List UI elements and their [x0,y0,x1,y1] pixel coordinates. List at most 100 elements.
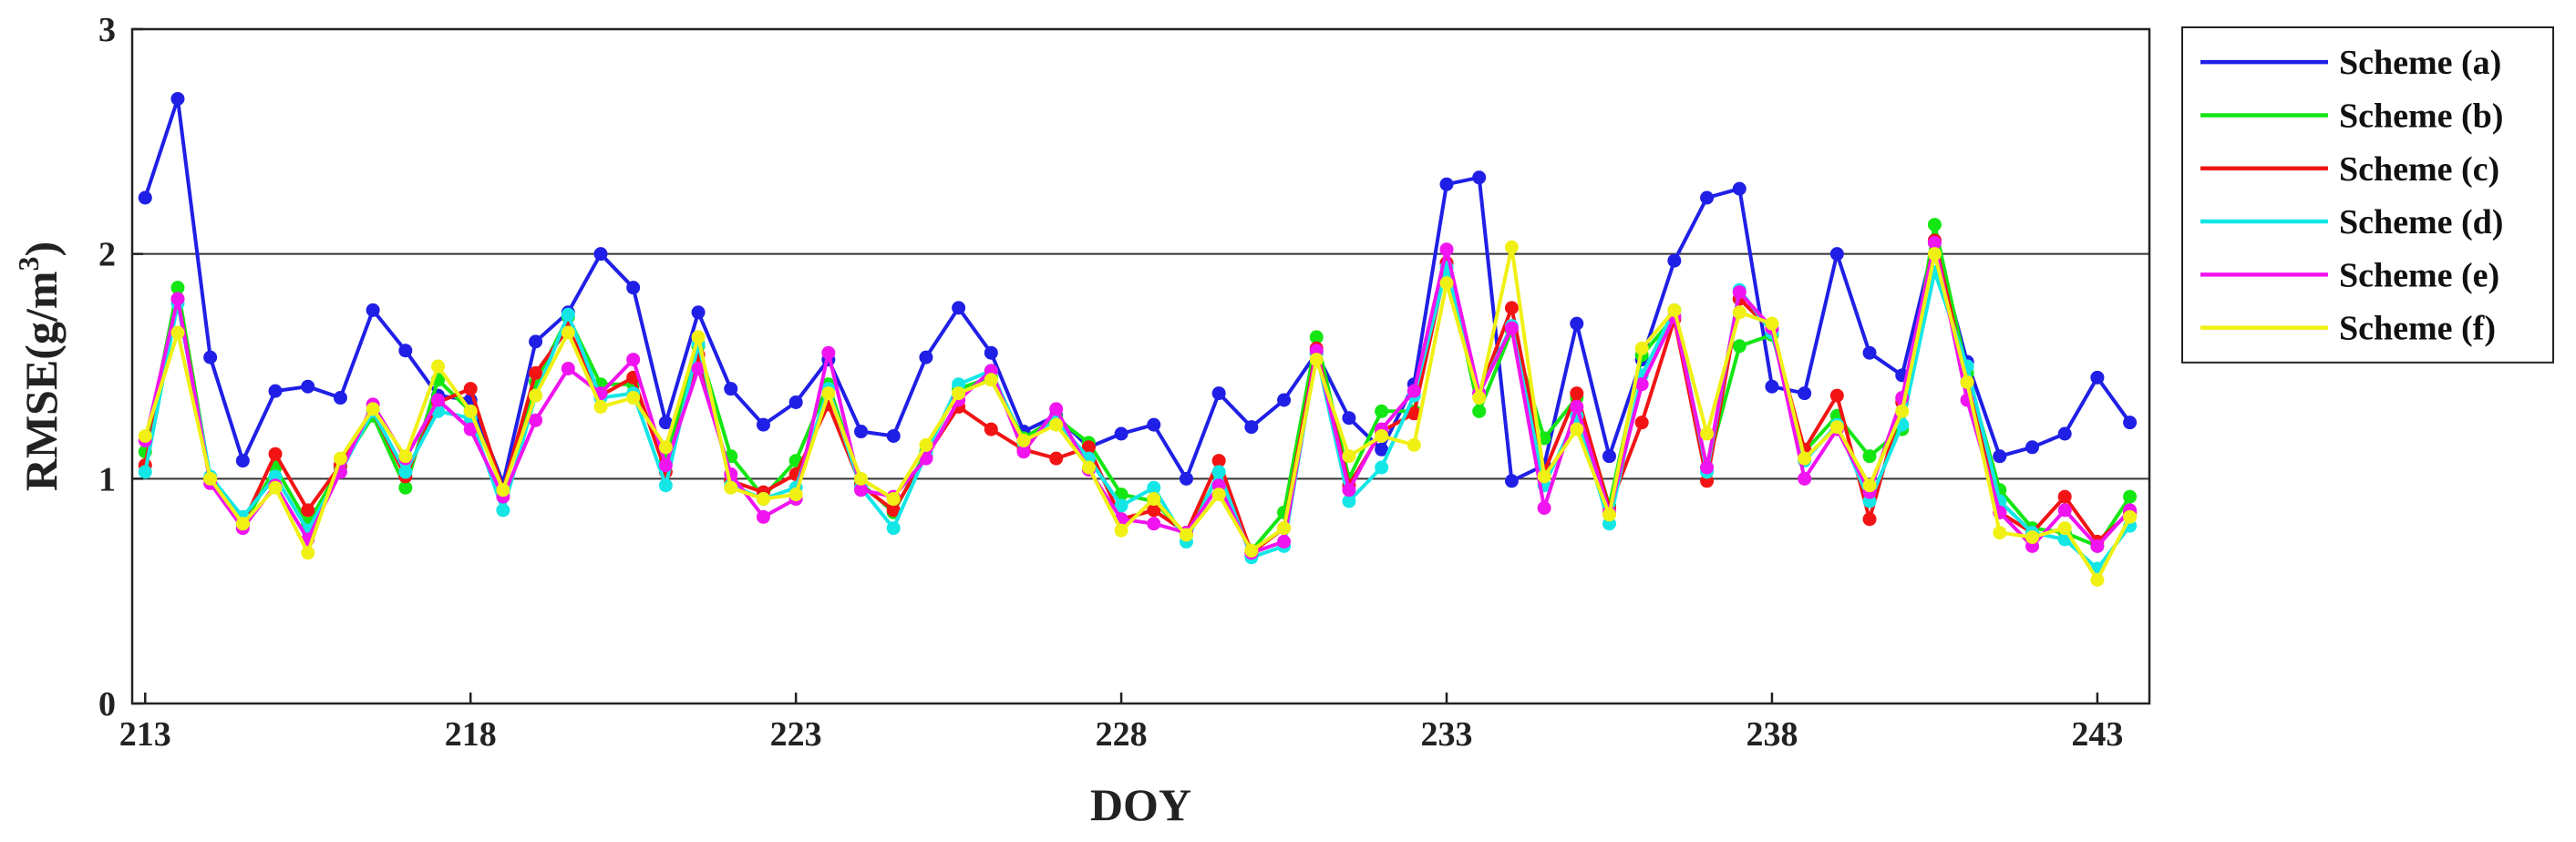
data-point [691,305,706,320]
data-point [1114,523,1128,538]
data-point [1634,341,1649,355]
data-point [496,483,510,498]
data-point [919,350,933,365]
data-point [1602,449,1616,464]
data-point [366,402,380,416]
data-point [1765,379,1779,394]
legend-item: Scheme (e) [2200,256,2499,294]
data-point [1375,428,1389,443]
data-point [1798,386,1812,401]
data-point [1862,345,1877,360]
data-point [1147,492,1161,507]
data-point [268,480,283,495]
data-point [1049,402,1064,416]
data-point [1472,391,1487,406]
data-point [529,413,543,427]
data-point [658,478,673,493]
data-point [301,546,315,560]
data-point [1211,465,1226,479]
legend-label: Scheme (b) [2339,97,2503,135]
y-tick-label: 2 [98,236,116,274]
data-point [1472,170,1487,185]
data-point [1634,416,1649,430]
data-point [886,428,901,443]
data-point [984,373,998,387]
data-point [1244,543,1259,558]
data-point [1342,483,1356,498]
data-point [984,345,998,360]
data-point [1798,471,1812,486]
data-point [1406,437,1421,452]
data-point [1667,303,1682,317]
data-point [170,281,185,295]
data-point [561,361,575,375]
data-point [1602,508,1616,522]
data-point [691,361,706,375]
data-point [1472,404,1487,418]
series-line [143,241,2132,555]
data-point [919,451,933,466]
data-point [203,471,218,486]
data-point [756,492,770,507]
data-point [398,465,413,479]
data-point [658,458,673,473]
data-point [1993,526,2007,540]
data-point [952,301,966,315]
data-point [1504,240,1519,254]
data-point [1993,449,2007,464]
data-point [170,91,185,106]
data-point [1504,301,1519,315]
data-point [1732,305,1747,320]
data-point [1375,404,1389,418]
data-point [1277,534,1292,549]
data-point [138,428,152,443]
data-point [2025,440,2040,455]
data-point [984,422,998,436]
series-4 [138,260,2138,576]
x-tick-label: 228 [1096,715,1148,754]
data-point [1439,276,1454,291]
data-point [1375,460,1389,475]
data-point [398,480,413,495]
x-tick-label: 238 [1746,715,1798,754]
data-point [886,521,901,536]
data-point [268,447,283,461]
data-point [2025,529,2040,544]
y-tick-label: 1 [98,460,116,498]
data-point [821,345,836,360]
y-axis-title: RMSE(g/m3) [12,241,67,491]
axis-ticks: 0 1 2 3 213 218 223 228 233 238 243 [98,11,2123,754]
data-point [821,386,836,401]
data-point [724,382,738,396]
legend-item: Scheme (b) [2200,97,2503,135]
data-point [1309,330,1324,344]
data-point [1049,451,1064,466]
data-point [301,379,315,394]
legend-label: Scheme (f) [2339,310,2496,348]
y-axis-title-superscript: 3 [12,257,45,272]
data-point [170,292,185,306]
data-point [2057,521,2072,536]
y-gridlines [132,252,2149,480]
data-point [1732,339,1747,354]
data-point [1537,500,1551,515]
data-point [1179,471,1193,486]
data-point [593,399,608,414]
x-tick-label: 223 [770,715,822,754]
data-point [952,386,966,401]
data-point [1732,285,1747,300]
data-point [1927,218,1942,232]
data-point [886,503,901,518]
data-point [1927,247,1942,262]
legend-items: Scheme (a) Scheme (b) Scheme (c) Scheme (d)… [2200,44,2503,348]
data-point [756,417,770,432]
legend-label: Scheme (e) [2339,256,2499,294]
data-point [1375,442,1389,457]
x-tick-label: 218 [445,715,497,754]
data-point [2123,509,2138,524]
data-point [1049,417,1064,432]
data-point [724,480,738,495]
data-point [1504,321,1519,335]
data-point [1081,460,1096,475]
